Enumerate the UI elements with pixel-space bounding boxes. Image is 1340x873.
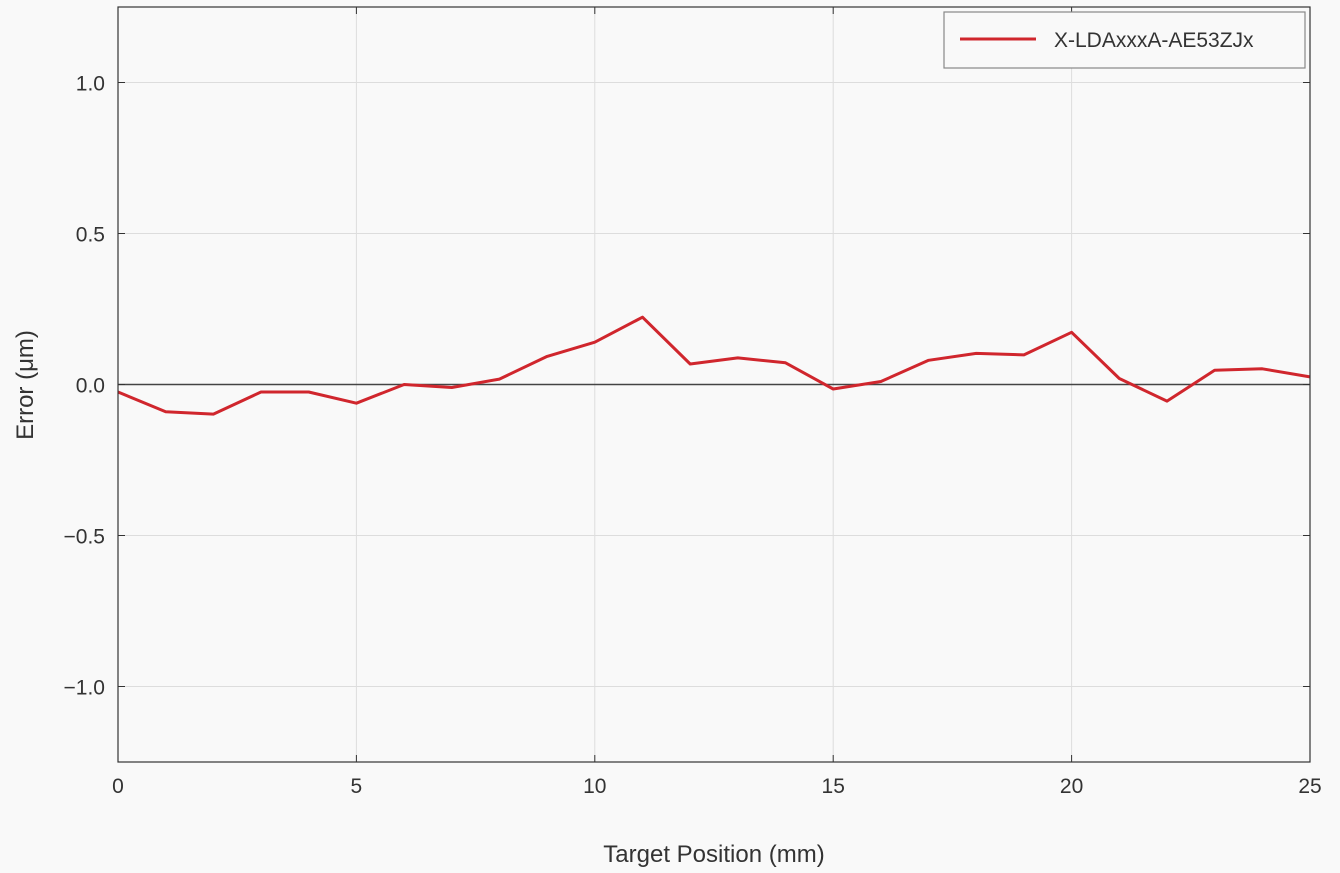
legend-label: X-LDAxxxA-AE53ZJx (1054, 29, 1254, 52)
x-tick-label: 20 (1060, 775, 1083, 798)
y-tick-label: −1.0 (64, 677, 105, 700)
ticks (117, 7, 1311, 762)
y-axis-label: Error (μm) (12, 330, 39, 440)
series-line (117, 315, 1311, 416)
tick-labels: 0 5 10 15 20 25 −1.0 −0.5 0.0 0.5 1.0 (64, 73, 1322, 799)
y-tick-label: 0.5 (76, 224, 105, 247)
y-tick-label: 1.0 (76, 73, 105, 96)
y-tick-label: 0.0 (76, 375, 105, 398)
series-group (117, 315, 1311, 416)
legend: X-LDAxxxA-AE53ZJx (943, 11, 1306, 69)
x-axis-label: Target Position (mm) (603, 841, 824, 868)
x-tick-label: 15 (822, 775, 845, 798)
x-tick-label: 10 (583, 775, 606, 798)
x-tick-label: 0 (112, 775, 124, 798)
x-tick-label: 25 (1298, 775, 1321, 798)
y-tick-label: −0.5 (64, 526, 105, 549)
x-tick-label: 5 (351, 775, 363, 798)
